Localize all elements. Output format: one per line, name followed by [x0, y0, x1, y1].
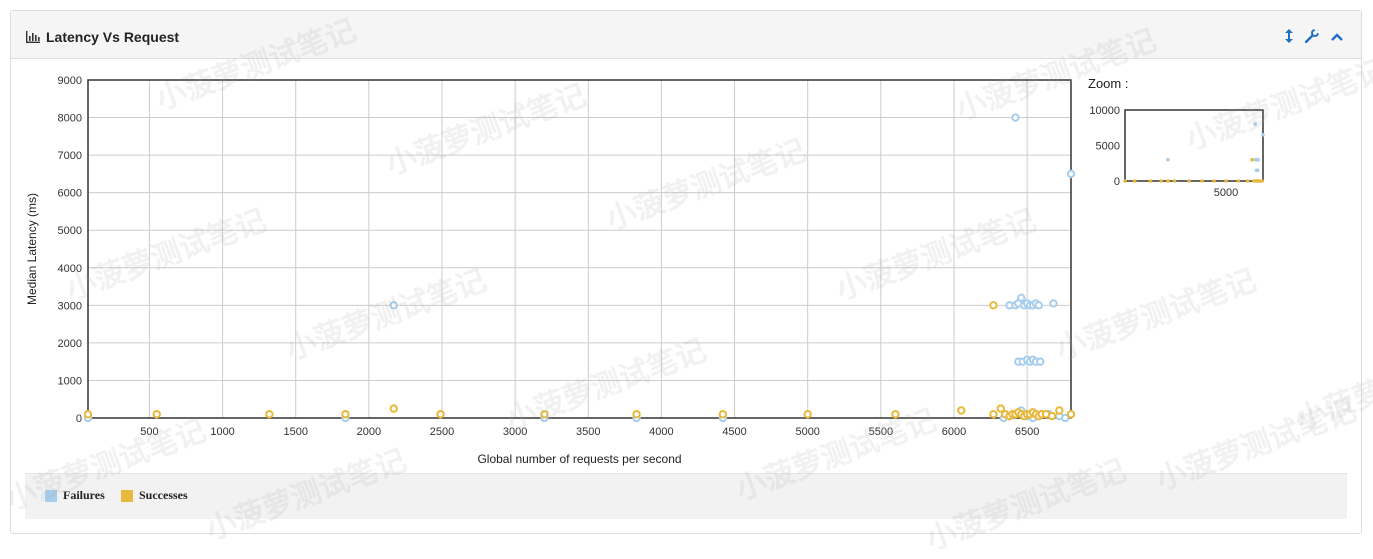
legend-label-successes: Successes: [139, 488, 188, 502]
zoom-data-point-failures: [1255, 168, 1260, 173]
zoom-data-point-successes: [1132, 179, 1137, 183]
zoom-y-tick-label: 10000: [1089, 105, 1120, 117]
data-point-failures: [1049, 299, 1058, 308]
zoom-series-successes: [1123, 157, 1264, 183]
zoom-data-point-successes: [1212, 179, 1216, 183]
zoom-data-point-successes: [1187, 179, 1191, 183]
zoom-data-point-successes: [1200, 179, 1204, 183]
legend: Failures Successes: [25, 473, 1347, 519]
data-point-successes: [540, 410, 549, 419]
data-point-successes: [1055, 406, 1064, 415]
data-point-failures: [1066, 169, 1076, 179]
data-point-successes: [1047, 411, 1057, 421]
plot-area-border: [87, 79, 1072, 419]
legend-item-successes[interactable]: Successes: [121, 488, 188, 503]
data-point-successes: [803, 410, 812, 419]
zoom-data-point-successes: [1159, 179, 1163, 183]
y-axis-title: Median Latency (ms): [25, 193, 39, 305]
data-point-failures: [1060, 413, 1070, 423]
data-point-successes: [152, 410, 161, 419]
zoom-label: Zoom :: [1088, 76, 1129, 91]
x-tick-label: 3500: [576, 426, 600, 438]
x-tick-label: 500: [140, 426, 158, 438]
data-point-successes: [1066, 410, 1076, 419]
y-tick-label: 4000: [58, 263, 82, 275]
zoom-y-tick-label: 0: [1114, 176, 1120, 188]
zoom-data-point-successes: [1224, 179, 1228, 183]
data-point-successes: [996, 404, 1005, 413]
x-tick-label: 6000: [942, 426, 966, 438]
y-tick-label: 0: [76, 413, 82, 425]
x-tick-label: 5000: [795, 426, 819, 438]
series-successes: [83, 301, 1076, 421]
data-point-failures: [1011, 113, 1020, 122]
chevron-up-icon[interactable]: [1331, 30, 1343, 44]
data-point-failures: [1034, 301, 1044, 310]
zoom-data-point-successes: [1260, 179, 1264, 183]
x-tick-label: 4500: [722, 426, 746, 438]
zoom-data-point-failures: [1253, 122, 1257, 126]
legend-swatch-successes: [121, 489, 133, 502]
data-point-failures: [389, 301, 398, 310]
data-point-successes: [957, 406, 966, 415]
legend-swatch-failures: [45, 489, 57, 502]
x-tick-label: 1500: [283, 426, 307, 438]
data-point-successes: [632, 410, 641, 419]
x-tick-label: 5500: [869, 426, 893, 438]
zoom-data-point-failures: [1166, 157, 1170, 162]
legend-item-failures[interactable]: Failures: [45, 488, 105, 503]
panel-tools: [1285, 28, 1343, 45]
data-point-successes: [436, 410, 445, 419]
chart-panel: Latency Vs Request: [10, 10, 1362, 534]
y-tick-label: 1000: [58, 375, 82, 387]
zoom-data-point-successes: [1172, 179, 1177, 183]
panel-title-text: Latency Vs Request: [46, 29, 180, 45]
zoom-data-point-successes: [1148, 179, 1153, 183]
y-tick-label: 7000: [58, 150, 82, 162]
data-point-failures: [1036, 357, 1045, 366]
data-point-successes: [989, 410, 998, 419]
data-point-successes: [265, 410, 274, 419]
x-tick-label: 4000: [649, 426, 673, 438]
zoom-series-failures: [1166, 122, 1265, 183]
zoom-data-point-failures: [1256, 157, 1260, 162]
x-axis-title: Global number of requests per second: [477, 452, 681, 466]
zoom-data-point-successes: [1166, 179, 1170, 183]
latency-scatter-chart: 500 1000 1500 2000 2500 3000 3500 4000 4500 5000 5…: [25, 75, 1265, 466]
data-point-successes: [389, 404, 398, 413]
y-tick-label: 6000: [58, 188, 82, 200]
y-tick-label: 9000: [58, 75, 82, 87]
y-tick-label: 8000: [58, 113, 82, 125]
data-point-successes: [341, 410, 350, 419]
data-point-failures: [1017, 293, 1026, 303]
data-point-successes: [83, 410, 93, 419]
zoom-x-tick-label: 5000: [1214, 187, 1238, 199]
x-tick-label: 2000: [357, 426, 381, 438]
x-tick-label: 1000: [210, 426, 234, 438]
zoom-data-point-successes: [1236, 179, 1241, 183]
y-tick-label: 2000: [58, 338, 82, 350]
zoom-data-point-successes: [1123, 179, 1127, 183]
zoom-data-point-failures: [1261, 133, 1265, 137]
wrench-icon[interactable]: [1304, 28, 1320, 45]
zoom-plot-border: [1124, 109, 1264, 182]
zoom-data-point-successes: [1250, 157, 1254, 162]
zoom-y-tick-label: 5000: [1096, 141, 1120, 153]
y-tick-label: 3000: [58, 300, 82, 312]
x-tick-label: 6500: [1015, 426, 1039, 438]
panel-header: Latency Vs Request: [11, 11, 1361, 59]
y-tick-label: 5000: [58, 225, 82, 237]
data-point-successes: [989, 301, 998, 310]
panel-title: Latency Vs Request: [26, 29, 179, 45]
x-tick-label: 2500: [430, 426, 454, 438]
zoom-data-point-successes: [1245, 179, 1250, 183]
data-point-successes: [891, 410, 900, 419]
x-tick-label: 3000: [503, 426, 527, 438]
bar-chart-icon: [26, 31, 40, 43]
data-point-successes: [718, 410, 728, 419]
legend-label-failures: Failures: [63, 488, 105, 502]
expand-vertical-icon[interactable]: [1285, 29, 1293, 45]
